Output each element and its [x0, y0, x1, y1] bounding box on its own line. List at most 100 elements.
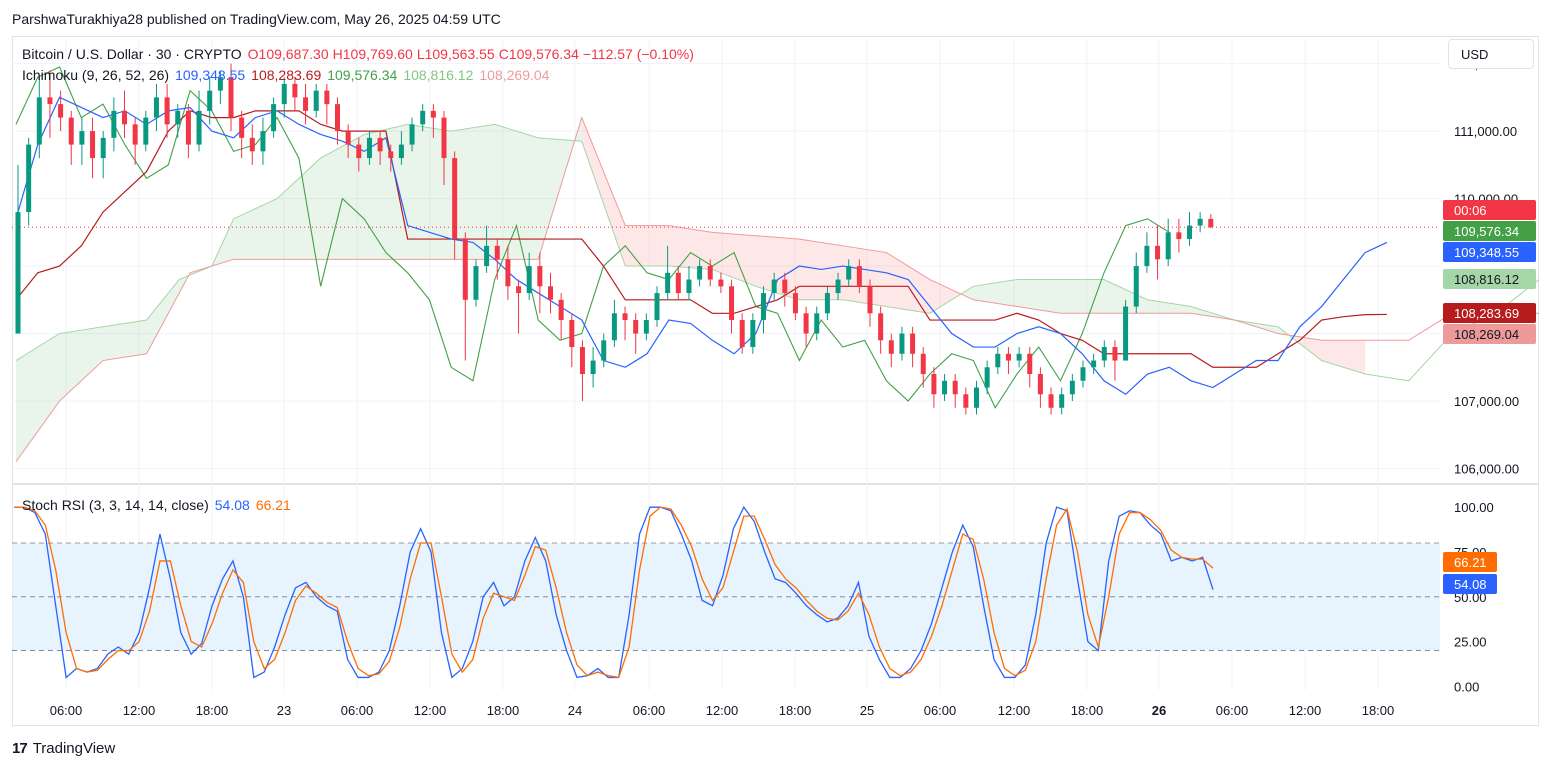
ichimoku-cloud-segment — [712, 232, 724, 274]
ichimoku-cloud-segment — [951, 289, 963, 300]
chart-frame — [12, 36, 1539, 726]
candle-body — [398, 144, 404, 159]
ichimoku-cloud-segment — [1006, 279, 1017, 307]
candle-body — [739, 320, 745, 348]
ichimoku-cloud-segment — [472, 126, 484, 260]
ichimoku-cloud-segment — [1147, 299, 1159, 314]
candle-body — [835, 279, 841, 294]
candle-body — [611, 313, 617, 341]
stoch-tick-label: 0.00 — [1454, 679, 1479, 694]
ichimoku-cloud-segment — [679, 227, 691, 268]
candle-body — [771, 279, 777, 294]
candle-body — [846, 266, 852, 280]
ichimoku-cloud-segment — [929, 279, 941, 314]
ichimoku-cloud-segment — [897, 259, 909, 310]
candle-body — [803, 313, 809, 334]
ichimoku-cloud-segment — [908, 266, 920, 312]
candle-body — [68, 117, 74, 145]
time-tick-label: 24 — [568, 703, 582, 718]
time-tick-label: 12:00 — [998, 703, 1031, 718]
ichimoku-tenkan-value: 109,348.55 — [175, 67, 246, 83]
candle-body — [281, 83, 287, 105]
candle-body — [729, 286, 735, 321]
candle-body — [1197, 218, 1203, 226]
ichimoku-cloud-segment — [1299, 336, 1311, 353]
candle-body — [867, 286, 873, 314]
candle-body — [963, 394, 969, 408]
candle-body — [260, 131, 266, 152]
candle-body — [622, 313, 628, 321]
ichimoku-cloud-segment — [342, 140, 354, 260]
candle-body — [782, 279, 788, 294]
ichimoku-cloud-segment — [233, 213, 245, 260]
ichimoku-cloud-segment — [1082, 279, 1094, 314]
ichimoku-cloud-segment — [331, 146, 343, 260]
time-tick-label: 12:00 — [414, 703, 447, 718]
price-label-box — [1443, 303, 1536, 323]
ichimoku-cloud-segment — [59, 331, 71, 402]
ichimoku-cloud-segment — [875, 250, 887, 307]
candle-body — [1176, 232, 1182, 240]
ichimoku-cloud-segment — [146, 306, 158, 354]
time-tick-label: 12:00 — [706, 703, 739, 718]
candle-body — [665, 272, 671, 294]
price-label-text: 108,269.04 — [1454, 327, 1519, 342]
ichimoku-kijun-line — [15, 110, 1387, 368]
ichimoku-cloud-segment — [1060, 279, 1072, 314]
candle-body — [271, 104, 277, 132]
ichimoku-span-a-value: 108,816.12 — [403, 67, 474, 83]
candle-body — [750, 320, 756, 348]
time-tick-label: 12:00 — [1289, 703, 1322, 718]
candle-body — [995, 353, 1001, 368]
time-tick-label: 23 — [277, 703, 291, 718]
candle-body — [1165, 232, 1171, 260]
candle-body — [217, 77, 223, 91]
currency-button[interactable]: USD — [1448, 39, 1534, 69]
time-tick-label: 25 — [860, 703, 874, 718]
ichimoku-cloud-segment — [614, 198, 626, 267]
candle-body — [526, 266, 532, 294]
close-value: C109,576.34 — [498, 46, 579, 62]
stoch-label-box — [1443, 574, 1497, 594]
ichimoku-cloud-segment — [766, 236, 778, 294]
ichimoku-cloud-segment — [222, 218, 234, 263]
stoch-d-line — [14, 506, 1214, 679]
candle-body — [143, 117, 149, 145]
candle-body — [430, 110, 436, 118]
candle-body — [122, 110, 127, 125]
candle-body — [111, 110, 117, 138]
time-tick-label: 12:00 — [123, 703, 156, 718]
price-label-box — [1443, 324, 1536, 344]
ichimoku-cloud-segment — [92, 326, 104, 371]
candle-body — [26, 144, 32, 213]
candle-body — [58, 104, 64, 118]
time-tick-label: 18:00 — [487, 703, 520, 718]
candle-body — [420, 110, 426, 125]
candle-body — [675, 272, 681, 294]
candle-body — [239, 117, 245, 138]
price-label-box — [1443, 242, 1536, 262]
ichimoku-cloud-segment — [1180, 304, 1192, 314]
ichimoku-cloud-segment — [26, 347, 38, 447]
ichimoku-cloud-segment — [592, 144, 604, 204]
price-label-box — [1443, 269, 1536, 289]
ichimoku-cloud-segment — [603, 171, 615, 235]
ichimoku-cloud-segment — [1136, 294, 1148, 314]
stoch-d-value: 66.21 — [255, 497, 291, 513]
ichimoku-cloud-segment — [810, 240, 822, 300]
ichimoku-cloud-segment — [135, 320, 147, 356]
ichimoku-cloud-segment — [407, 124, 419, 260]
ichimoku-cloud-segment — [647, 225, 658, 267]
candle-body — [335, 104, 340, 132]
candle-body — [1112, 347, 1118, 361]
stoch-label: Stoch RSI (3, 3, 14, 14, close) — [22, 497, 209, 513]
ichimoku-cloud-segment — [1169, 303, 1181, 314]
time-tick-label: 06:00 — [50, 703, 83, 718]
candle-body — [1155, 245, 1161, 260]
ichimoku-cloud-segment — [581, 117, 593, 173]
ichimoku-cloud-segment — [821, 242, 832, 300]
ichimoku-span-a-line — [15, 123, 1540, 382]
candle-body — [537, 266, 543, 287]
candle-body — [643, 320, 649, 334]
